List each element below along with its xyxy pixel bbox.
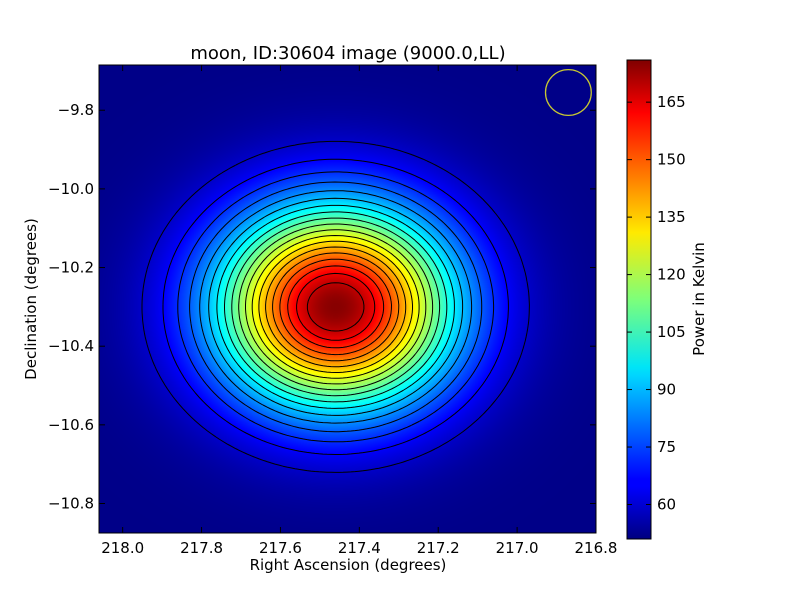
colorbar-tick-label: 60 <box>657 496 676 514</box>
heatmap-image <box>99 65 596 533</box>
x-tick-label: 217.8 <box>180 539 223 557</box>
contour-line-18 <box>296 272 376 341</box>
contour-line-10 <box>238 223 434 391</box>
contour-line-12 <box>251 235 420 379</box>
x-tick-label: 217.6 <box>259 539 302 557</box>
y-tick-label: −10.6 <box>48 416 94 434</box>
contour-line-15 <box>272 252 400 362</box>
x-tick-label: 217.4 <box>338 539 381 557</box>
contour-line-6 <box>208 197 464 416</box>
x-axis: 218.0 217.8 217.6 217.4 217.2 217.0 216.8 <box>101 65 617 557</box>
chart-title: moon, ID:30604 image (9000.0,LL) <box>190 43 505 64</box>
y-tick-label: −9.8 <box>58 101 94 119</box>
contour-lines <box>141 140 530 473</box>
contour-line-5 <box>199 190 473 424</box>
y-axis: −9.8 −10.0 −10.2 −10.4 −10.6 −10.8 <box>48 101 596 513</box>
y-tick-label: −10.2 <box>48 259 94 277</box>
x-tick-label: 217.0 <box>496 539 539 557</box>
beam-circle <box>544 69 592 117</box>
contour-line-3 <box>177 171 495 443</box>
colorbar-tick-label: 105 <box>657 323 686 341</box>
y-tick-label: −10.8 <box>48 495 94 513</box>
contour-line-4 <box>189 181 483 433</box>
contour-line-16 <box>279 258 392 356</box>
x-tick-label: 216.8 <box>575 539 618 557</box>
contour-line-2 <box>162 158 509 455</box>
colorbar-label: Power in Kelvin <box>690 242 708 356</box>
contour-line-7 <box>216 204 455 409</box>
contour-line-19 <box>306 282 365 332</box>
plot-area <box>99 65 596 533</box>
y-axis-label: Declination (degrees) <box>22 218 40 380</box>
colorbar-tick-label: 150 <box>657 151 686 169</box>
contour-line-17 <box>287 265 385 349</box>
colorbar: 60 75 90 105 120 135 150 165 Power in Kelvin <box>626 59 708 540</box>
colorbar-tick-label: 75 <box>657 438 676 456</box>
colorbar-tick-label: 165 <box>657 93 686 111</box>
colorbar-tick-label: 90 <box>657 381 676 399</box>
contour-line-9 <box>231 217 441 397</box>
x-axis-label: Right Ascension (degrees) <box>250 556 447 574</box>
y-tick-label: −10.4 <box>48 337 94 355</box>
colorbar-tick-label: 135 <box>657 208 686 226</box>
x-tick-label: 217.2 <box>417 539 460 557</box>
contour-line-14 <box>265 246 407 368</box>
contour-line-13 <box>258 240 413 373</box>
contour-line-1 <box>141 140 530 473</box>
y-tick-label: −10.0 <box>48 180 94 198</box>
colorbar-tick-label: 120 <box>657 266 686 284</box>
contour-line-11 <box>245 229 427 385</box>
colorbar-ticks: 60 75 90 105 120 135 150 165 <box>627 93 686 514</box>
contour-line-8 <box>224 211 448 403</box>
plot-frame <box>98 64 597 534</box>
x-tick-label: 218.0 <box>101 539 144 557</box>
colorbar-gradient <box>626 59 652 540</box>
